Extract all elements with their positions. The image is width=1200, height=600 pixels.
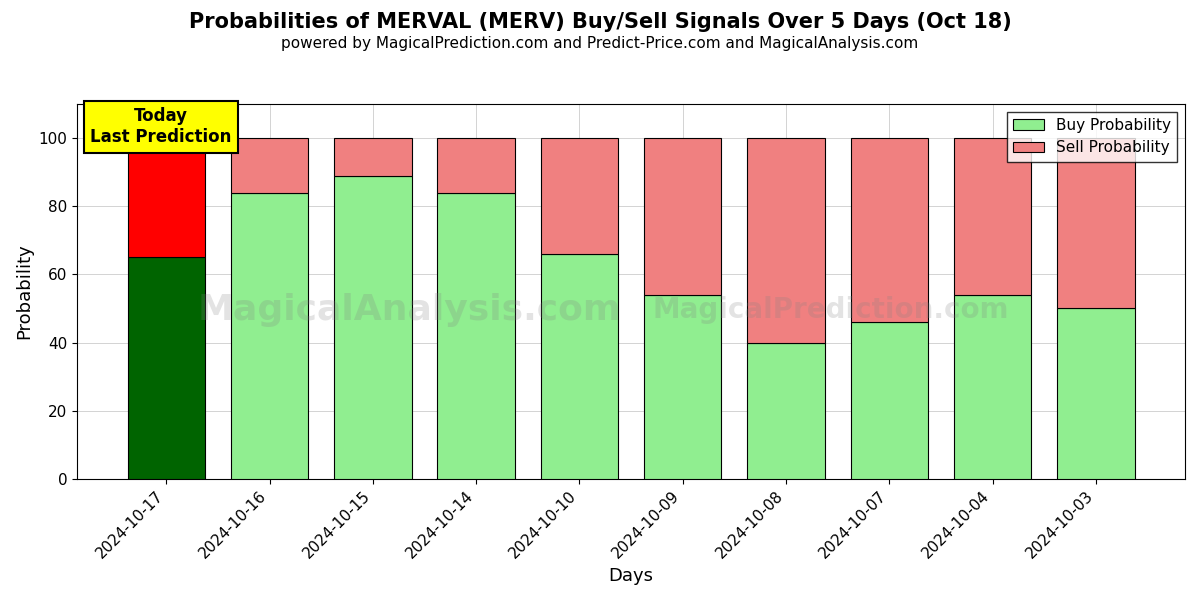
Bar bbox=[541, 138, 618, 254]
Bar bbox=[954, 138, 1031, 295]
Legend: Buy Probability, Sell Probability: Buy Probability, Sell Probability bbox=[1007, 112, 1177, 161]
Y-axis label: Probability: Probability bbox=[14, 244, 32, 339]
Bar bbox=[334, 176, 412, 479]
Bar bbox=[1057, 138, 1135, 308]
Bar bbox=[1057, 308, 1135, 479]
Bar bbox=[644, 295, 721, 479]
Text: Today
Last Prediction: Today Last Prediction bbox=[90, 107, 232, 146]
Bar bbox=[748, 138, 824, 343]
Text: MagicalPrediction.com: MagicalPrediction.com bbox=[653, 296, 1009, 324]
Bar bbox=[954, 295, 1031, 479]
Bar bbox=[541, 254, 618, 479]
Bar bbox=[230, 193, 308, 479]
Bar bbox=[334, 138, 412, 176]
Bar bbox=[644, 138, 721, 295]
Bar bbox=[230, 138, 308, 193]
Bar bbox=[127, 138, 205, 257]
Bar bbox=[748, 343, 824, 479]
Bar bbox=[127, 257, 205, 479]
Bar bbox=[437, 138, 515, 193]
Bar bbox=[851, 138, 928, 322]
X-axis label: Days: Days bbox=[608, 567, 654, 585]
Text: Probabilities of MERVAL (MERV) Buy/Sell Signals Over 5 Days (Oct 18): Probabilities of MERVAL (MERV) Buy/Sell … bbox=[188, 12, 1012, 32]
Text: powered by MagicalPrediction.com and Predict-Price.com and MagicalAnalysis.com: powered by MagicalPrediction.com and Pre… bbox=[281, 36, 919, 51]
Text: MagicalAnalysis.com: MagicalAnalysis.com bbox=[198, 293, 622, 327]
Bar bbox=[851, 322, 928, 479]
Bar bbox=[437, 193, 515, 479]
